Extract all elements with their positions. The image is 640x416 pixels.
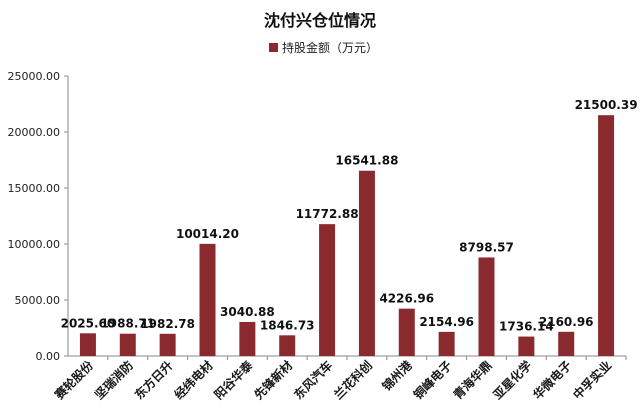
bar bbox=[438, 331, 455, 356]
bar bbox=[119, 333, 136, 356]
x-tick-label: 锦州港 bbox=[379, 357, 416, 394]
y-tick-label: 20000.00 bbox=[8, 126, 61, 139]
x-tick-label: 青海华鼎 bbox=[450, 358, 495, 403]
data-label: 4226.96 bbox=[379, 292, 434, 306]
data-label: 16541.88 bbox=[335, 154, 398, 168]
x-tick-label: 亚星化学 bbox=[490, 358, 535, 403]
y-tick-label: 5000.00 bbox=[15, 294, 61, 307]
bar bbox=[159, 333, 176, 356]
bar bbox=[279, 335, 296, 356]
bar bbox=[398, 308, 415, 356]
bar bbox=[598, 115, 615, 356]
data-label: 21500.39 bbox=[575, 98, 638, 112]
x-tick-label: 华微电子 bbox=[530, 358, 575, 403]
data-label: 8798.57 bbox=[459, 240, 514, 254]
y-tick-label: 0.00 bbox=[36, 350, 61, 363]
x-tick-label: 经纬电材 bbox=[171, 358, 216, 403]
bar bbox=[558, 331, 575, 356]
data-label: 1846.73 bbox=[260, 318, 315, 332]
x-tick-label: 坚瑞消防 bbox=[91, 358, 136, 403]
bar bbox=[358, 170, 375, 356]
bar bbox=[518, 336, 535, 356]
data-label: 2025.60 bbox=[61, 316, 116, 330]
data-label: 3040.88 bbox=[220, 305, 275, 319]
data-label: 2160.96 bbox=[539, 315, 594, 329]
bar bbox=[239, 321, 256, 356]
data-label: 11772.88 bbox=[296, 207, 359, 221]
legend-label: 持股金额（万元） bbox=[282, 40, 378, 55]
y-tick-label: 25000.00 bbox=[8, 70, 61, 83]
bar bbox=[79, 333, 96, 356]
y-tick-label: 15000.00 bbox=[8, 182, 61, 195]
data-label: 10014.20 bbox=[176, 227, 239, 241]
x-tick-label: 赛轮股份 bbox=[51, 357, 97, 403]
x-tick-label: 阳谷华泰 bbox=[211, 357, 256, 402]
y-tick-label: 10000.00 bbox=[8, 238, 61, 251]
legend-swatch bbox=[269, 43, 278, 52]
legend: 持股金额（万元） bbox=[269, 40, 378, 55]
bars bbox=[79, 115, 615, 356]
x-tick-label: 铜峰电子 bbox=[410, 358, 455, 403]
bar bbox=[199, 243, 216, 356]
x-tick-label: 东方日升 bbox=[131, 358, 176, 403]
data-label: 1988.71 bbox=[100, 317, 155, 331]
bar bbox=[319, 224, 336, 356]
data-label: 1736.14 bbox=[499, 320, 554, 334]
data-label: 2154.96 bbox=[419, 315, 474, 329]
bar bbox=[478, 257, 495, 356]
x-tick-label: 东风汽车 bbox=[291, 358, 336, 403]
x-tick-label: 中孚实业 bbox=[570, 358, 615, 403]
x-tick-label: 兰花科创 bbox=[330, 358, 375, 403]
x-tick-label: 先锋新材 bbox=[251, 358, 296, 403]
data-label: 1982.78 bbox=[140, 317, 195, 331]
chart-title: 沈付兴仓位情况 bbox=[264, 11, 376, 30]
